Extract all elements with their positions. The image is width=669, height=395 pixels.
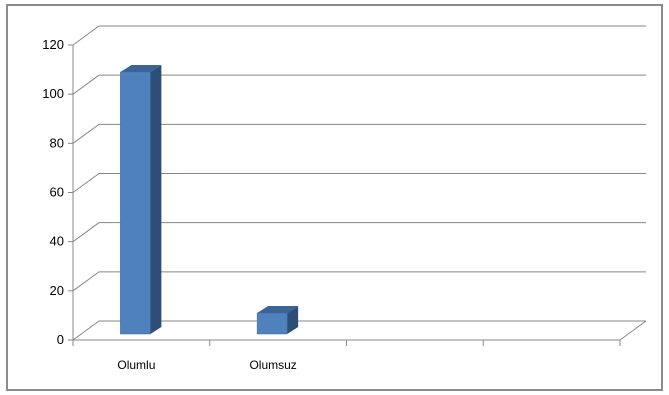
labels: 0 20 40 60 80 100 120 Olumlu Olumsuz <box>42 37 297 372</box>
bar-side <box>287 305 299 334</box>
y-tick-label: 80 <box>50 135 64 150</box>
gridline-60 <box>72 173 646 193</box>
y-tick-label: 60 <box>50 185 64 200</box>
axes <box>68 44 647 346</box>
y-tick-label: 100 <box>42 86 64 101</box>
floor-right-edge <box>619 320 647 341</box>
y-tick-label: 120 <box>42 37 64 52</box>
bar-top <box>257 305 299 313</box>
gridline-120 <box>72 25 646 46</box>
bar-Olumsuz <box>256 305 299 335</box>
bar-front <box>120 71 151 335</box>
bar-front <box>256 312 288 335</box>
gridline-100 <box>72 74 646 95</box>
y-tick-label: 0 <box>57 332 64 347</box>
y-tick-label: 20 <box>50 283 64 298</box>
chart-frame <box>6 4 663 391</box>
x-category-label: Olumsuz <box>249 358 296 372</box>
bar-side <box>150 65 162 335</box>
bars <box>120 65 299 335</box>
gridline-0 <box>72 320 646 341</box>
gridlines <box>72 25 646 341</box>
bar-top <box>120 65 162 73</box>
gridline-80 <box>72 123 646 144</box>
x-category-label: Olumlu <box>117 358 155 372</box>
gridline-40 <box>72 222 646 243</box>
bar-Olumlu <box>120 65 162 335</box>
gridline-20 <box>72 271 646 292</box>
y-tick-label: 40 <box>50 234 64 249</box>
